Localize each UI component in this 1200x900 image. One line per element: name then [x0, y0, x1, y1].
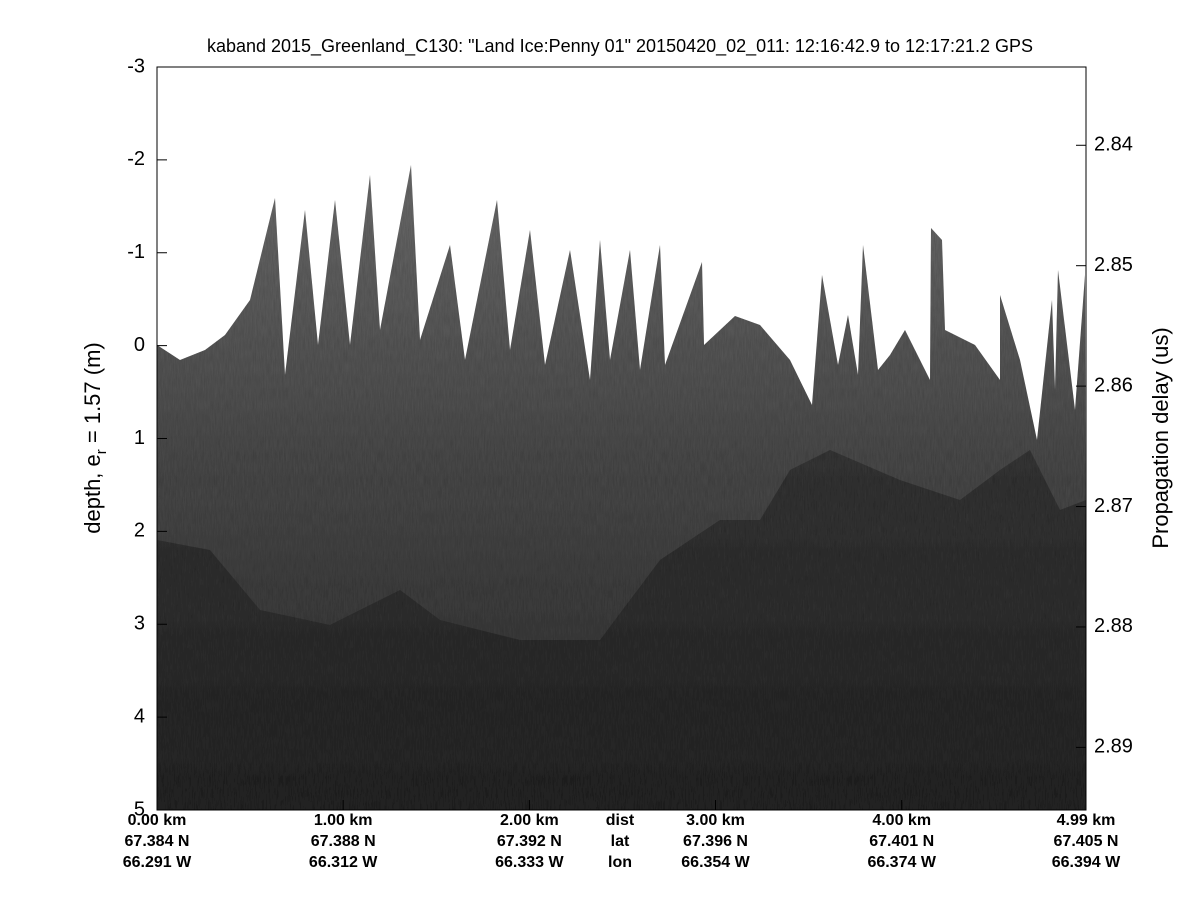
chart-title: kaband 2015_Greenland_C130: "Land Ice:Pe…	[207, 36, 1033, 57]
y-tick-label: 0	[134, 334, 145, 356]
y-tick-label: 2	[134, 520, 145, 542]
y2-tick-label: 2.85	[1094, 254, 1133, 276]
lat-label: 67.405 N	[1054, 833, 1119, 850]
y2-tick-label: 2.89	[1094, 736, 1133, 758]
y-axis-label: depth, er = 1.57 (m)	[80, 342, 110, 534]
x-tick-label: 2.00 km	[500, 812, 559, 829]
y2-tick-label: 2.87	[1094, 495, 1133, 517]
y-tick-label: -2	[127, 148, 145, 170]
y-tick-label: 5	[134, 798, 145, 820]
x-tick-label: 4.99 km	[1057, 812, 1116, 829]
y2-axis-label: Propagation delay (us)	[1148, 327, 1173, 548]
y-tick-label: 1	[134, 427, 145, 449]
y-tick-label: -3	[127, 55, 145, 77]
lon-label: 66.312 W	[309, 854, 378, 871]
y-tick-label: -1	[127, 241, 145, 263]
row-name: lat	[611, 833, 630, 850]
y2-tick-label: 2.86	[1094, 374, 1133, 396]
lon-label: 66.354 W	[681, 854, 750, 871]
lat-label: 67.396 N	[683, 833, 748, 850]
y-label-subscript: r	[93, 449, 110, 454]
y-label-main: depth, e	[80, 454, 105, 534]
lat-label: 67.392 N	[497, 833, 562, 850]
lat-label: 67.388 N	[311, 833, 376, 850]
lat-label: 67.401 N	[869, 833, 934, 850]
row-name: lon	[608, 854, 632, 871]
lon-label: 66.291 W	[123, 854, 192, 871]
lon-label: 66.394 W	[1052, 854, 1121, 871]
y-tick-label: 4	[134, 705, 145, 727]
lon-label: 66.333 W	[495, 854, 564, 871]
y2-tick-label: 2.84	[1094, 134, 1133, 156]
y-label-rest: = 1.57 (m)	[80, 342, 105, 449]
lat-label: 67.384 N	[125, 833, 190, 850]
x-tick-label: 4.00 km	[872, 812, 931, 829]
dark-layer	[157, 450, 1086, 810]
y-tick-label: 3	[134, 613, 145, 635]
x-tick-label: 0.00 km	[128, 812, 187, 829]
x-tick-label: 1.00 km	[314, 812, 373, 829]
lon-label: 66.374 W	[867, 854, 936, 871]
y2-tick-label: 2.88	[1094, 615, 1133, 637]
x-tick-label: 3.00 km	[686, 812, 745, 829]
row-name: dist	[606, 812, 635, 829]
echogram	[157, 165, 1086, 810]
